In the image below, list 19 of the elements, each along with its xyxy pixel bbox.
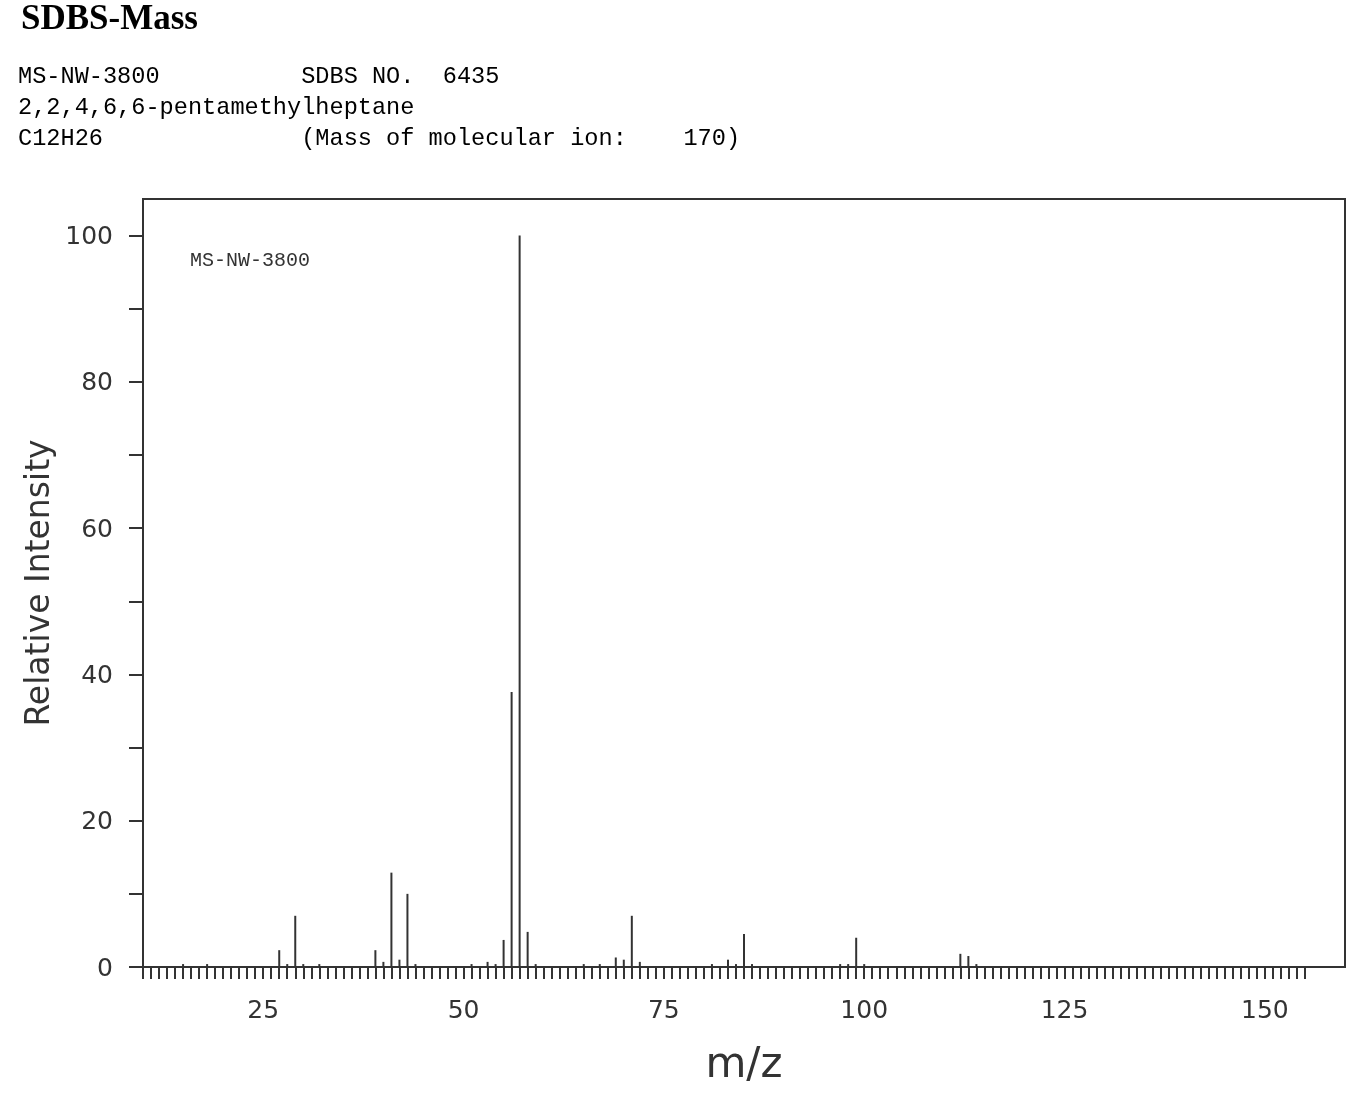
y-tick-label: 100 (65, 221, 113, 251)
x-tick-label: 50 (447, 995, 480, 1024)
y-axis-title: Relative Intensity (18, 439, 58, 727)
x-axis-title: m/z (705, 1037, 783, 1087)
text: MS-NW-3800 SDBS NO. 6435 (18, 63, 500, 91)
y-tick-label: 80 (81, 367, 113, 397)
y-tick-label: 40 (81, 659, 113, 689)
text: C12H26 (Mass of molecular ion: 170) (18, 125, 741, 153)
chart-title: SDBS-Mass (21, 0, 198, 37)
y-tick-label: 60 (81, 513, 113, 543)
x-tick-label: 25 (247, 995, 280, 1024)
y-tick-label: 0 (97, 952, 113, 982)
annotation: MS-NW-3800 (190, 249, 311, 272)
x-tick-label: 150 (1241, 995, 1289, 1024)
x-tick-label: 100 (840, 995, 889, 1024)
x-tick-label: 75 (647, 995, 680, 1024)
x-tick-label: 125 (1040, 995, 1089, 1024)
y-tick-label: 20 (81, 806, 113, 836)
text: 2,2,4,6,6-pentamethylheptane (18, 94, 415, 122)
